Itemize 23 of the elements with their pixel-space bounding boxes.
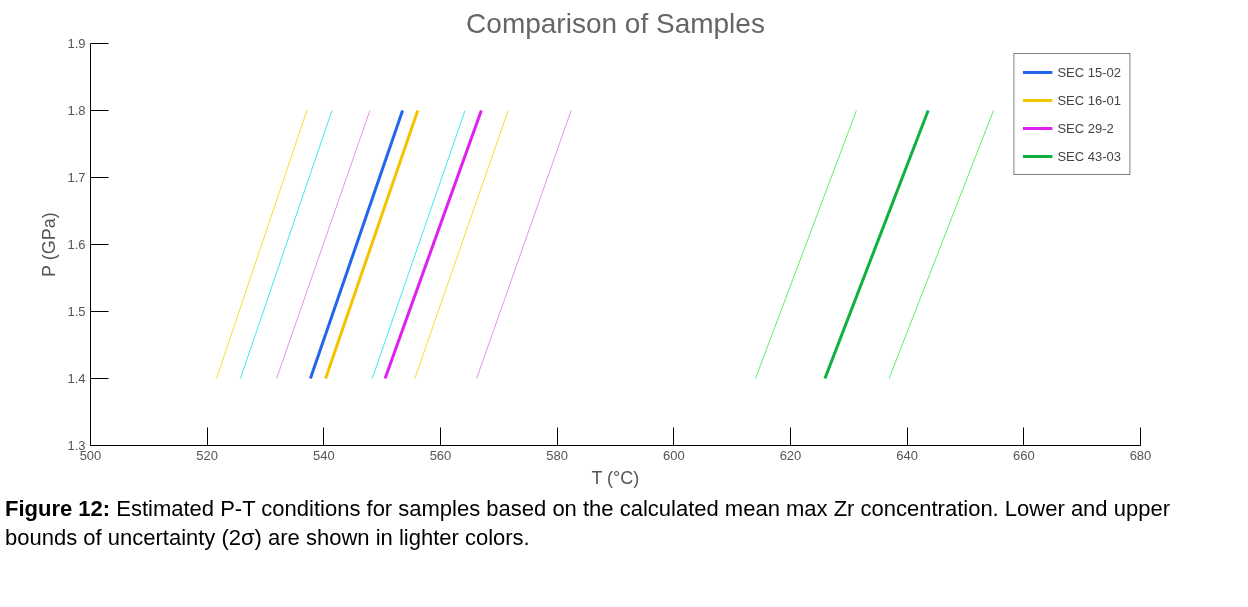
x-tick-label: 680 [1129, 447, 1152, 463]
legend-label: SEC 16-01 [1057, 92, 1121, 108]
legend-label: SEC 15-02 [1057, 64, 1121, 80]
x-tick-label: 560 [429, 447, 452, 463]
x-tick-label: 600 [662, 447, 685, 463]
y-tick-label: 1.8 [67, 103, 86, 118]
y-tick-label: 1.4 [67, 371, 86, 386]
legend-label: SEC 43-03 [1057, 148, 1121, 164]
y-tick-label: 1.6 [67, 237, 86, 252]
legend-label: SEC 29-2 [1057, 120, 1114, 136]
x-tick-label: 580 [546, 447, 569, 463]
x-tick-label: 640 [896, 447, 919, 463]
y-tick-label: 1.5 [67, 304, 86, 319]
x-tick-label: 540 [312, 447, 335, 463]
x-tick-label: 660 [1012, 447, 1035, 463]
x-axis-title: T (°C) [591, 467, 640, 488]
y-axis-title: P (GPa) [39, 212, 60, 278]
y-tick-label: 1.9 [67, 36, 86, 51]
x-tick-label: 520 [196, 447, 219, 463]
caption: Figure 12: [5, 496, 111, 521]
x-tick-label: 620 [779, 447, 802, 463]
y-tick-label: 1.7 [67, 170, 86, 185]
chart-title: Comparison of Samples [466, 7, 765, 39]
